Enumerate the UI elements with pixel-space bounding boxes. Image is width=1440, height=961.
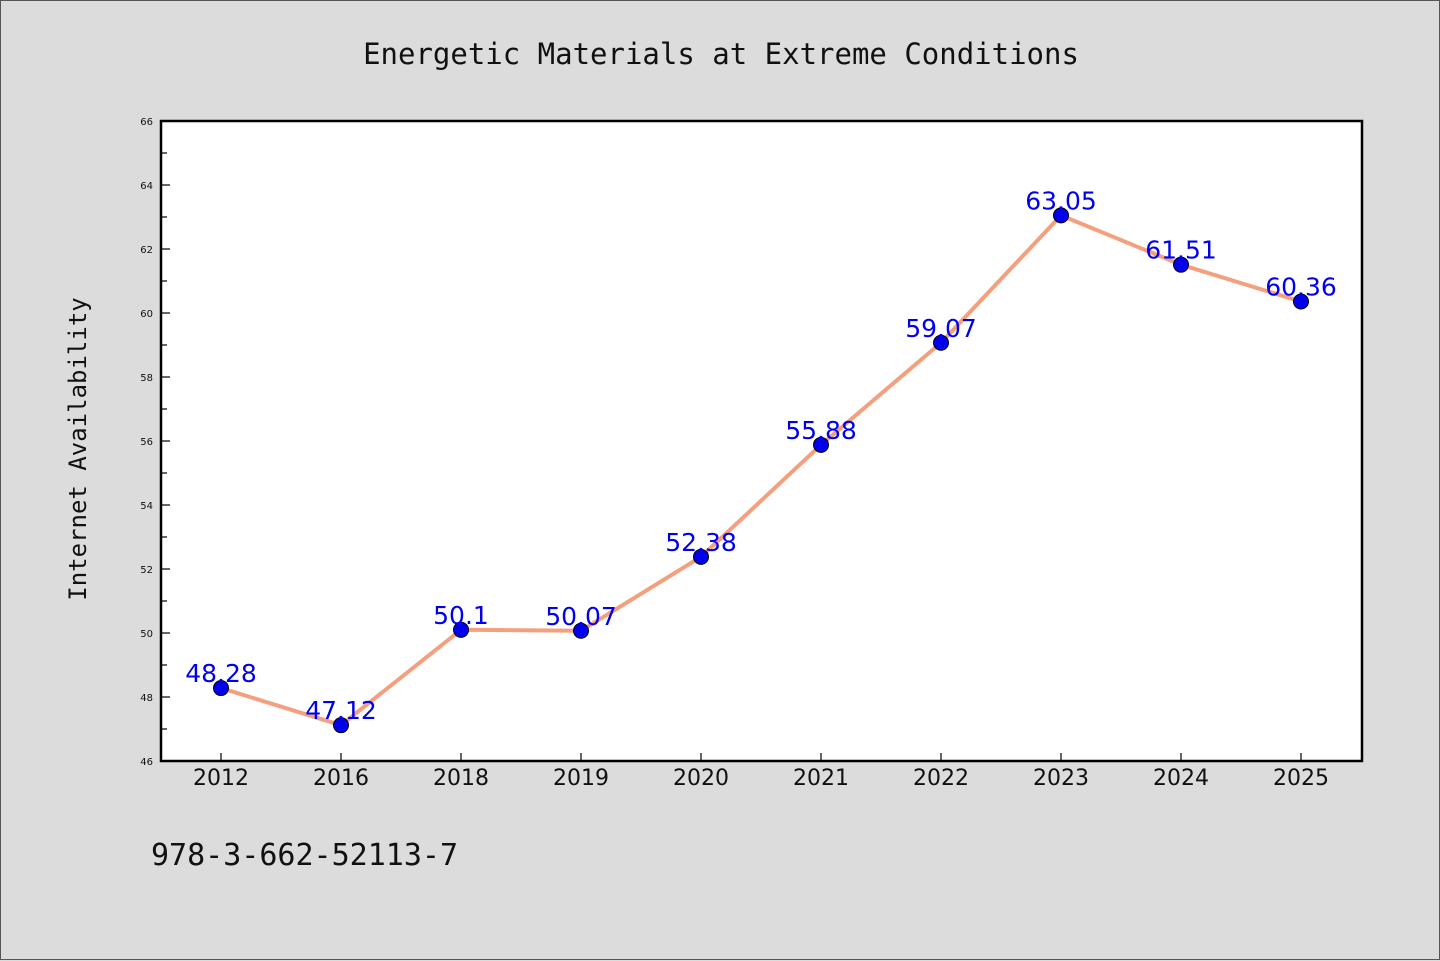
data-point — [1053, 207, 1069, 224]
data-label: 63.05 — [1025, 186, 1097, 215]
x-tick-label: 2016 — [313, 766, 369, 791]
data-point — [1293, 293, 1309, 310]
y-axis-ticks: 46 48 50 52 54 56 58 60 62 64 66 — [140, 117, 170, 768]
y-axis-label: Internet Availability — [64, 297, 92, 600]
data-point — [333, 717, 349, 734]
plot-area — [161, 121, 1362, 761]
x-tick-label: 2018 — [433, 766, 489, 791]
isbn-text: 978-3-662-52113-7 — [151, 838, 458, 873]
y-tick-label: 50 — [140, 629, 153, 640]
data-label: 47.12 — [305, 696, 377, 725]
data-point — [573, 622, 589, 639]
x-tick-label: 2023 — [1033, 766, 1089, 791]
data-point — [933, 334, 949, 351]
data-labels: 48.28 47.12 50.1 50.07 52.38 55.88 59.07 63.05 6… — [185, 186, 1337, 725]
x-tick-label: 2025 — [1273, 766, 1329, 791]
data-point — [1173, 256, 1189, 273]
x-tick-label: 2012 — [193, 766, 249, 791]
y-tick-label: 66 — [140, 117, 153, 128]
y-tick-label: 56 — [140, 437, 153, 448]
y-tick-label: 48 — [140, 693, 153, 704]
y-tick-label: 46 — [140, 757, 153, 768]
data-label: 55.88 — [785, 416, 857, 445]
x-tick-label: 2021 — [793, 766, 849, 791]
y-tick-label: 64 — [140, 181, 153, 192]
x-tick-label: 2019 — [553, 766, 609, 791]
y-tick-label: 54 — [140, 501, 153, 512]
y-tick-label: 52 — [140, 565, 153, 576]
y-tick-label: 62 — [140, 245, 153, 256]
x-tick-label: 2022 — [913, 766, 969, 791]
x-tick-label: 2020 — [673, 766, 729, 791]
data-label: 50.07 — [545, 602, 617, 631]
data-point — [213, 680, 229, 697]
chart-title: Energetic Materials at Extreme Condition… — [363, 37, 1079, 71]
data-label: 52.38 — [665, 528, 737, 557]
data-label: 48.28 — [185, 659, 257, 688]
y-tick-label: 60 — [140, 309, 153, 320]
data-point — [693, 548, 709, 565]
data-label: 60.36 — [1265, 272, 1337, 301]
x-axis-ticks: 2012 2016 2018 2019 2020 2021 2022 2023 2024 2025 — [193, 753, 1329, 791]
plot-border — [159, 119, 1364, 763]
data-point — [813, 436, 829, 453]
y-tick-label: 58 — [140, 373, 153, 384]
data-label: 50.1 — [433, 601, 489, 630]
series-line — [219, 213, 1303, 728]
data-point — [453, 621, 469, 638]
data-markers — [213, 207, 1309, 734]
data-label: 59.07 — [905, 314, 977, 343]
x-tick-label: 2024 — [1153, 766, 1209, 791]
data-label: 61.51 — [1145, 236, 1217, 265]
